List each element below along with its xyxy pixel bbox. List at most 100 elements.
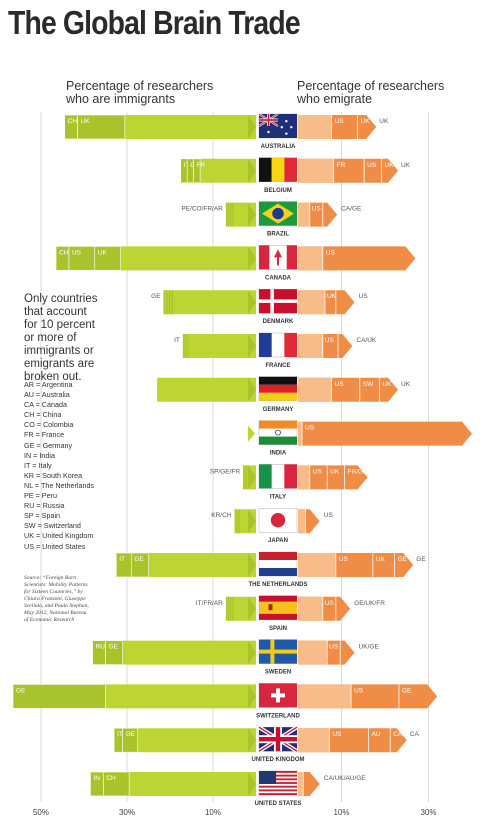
note-line: immigrants or — [24, 345, 94, 357]
segment-label: AU — [371, 731, 380, 738]
flag-part — [284, 333, 297, 357]
segment-label: US — [313, 468, 323, 475]
emigrant-other — [298, 728, 330, 753]
segment-stripe — [166, 290, 168, 315]
immigrant-bar — [157, 377, 256, 402]
emigrant-other — [298, 377, 332, 402]
left-axis-header-line-1: Percentage of researchers — [66, 79, 214, 93]
emigrant-other — [298, 596, 323, 621]
country-name: UNITED STATES — [255, 801, 302, 807]
source-line: Chiara Franzoni, Giuseppe — [24, 596, 86, 602]
emigrant-other — [298, 640, 328, 665]
source-line: Source: “Foreign Born — [24, 575, 77, 581]
abbreviation-item: CO = Colombia — [24, 420, 74, 430]
abbreviation-item: SW = Switzerland — [24, 521, 81, 531]
segment-stripe — [228, 596, 230, 621]
segment-label: CH — [59, 249, 69, 256]
flag-part — [259, 595, 297, 602]
segment-label: GE — [416, 556, 426, 563]
abbreviation-item: AU = Australia — [24, 390, 70, 400]
flag-part — [259, 774, 297, 777]
segment-label: CA — [410, 731, 420, 738]
emigrant-bar — [298, 465, 368, 490]
flag-part — [259, 568, 297, 576]
segment-label: GE — [109, 644, 119, 651]
immigrant-bar-tip — [248, 202, 256, 227]
segment-label: CA — [393, 731, 403, 738]
segment-stripe — [230, 202, 232, 227]
immigrant-bar — [114, 728, 256, 753]
segment-stripe — [247, 465, 249, 490]
segment-label: KR/CH — [211, 512, 232, 519]
segment-stripe — [246, 465, 248, 490]
segment-label: GE/UK/FR — [354, 600, 385, 607]
country-name: BELGIUM — [264, 188, 292, 194]
axis-tick-label: 30% — [119, 808, 135, 817]
immigrant-bar-tip — [248, 596, 256, 621]
segment-label: IT — [184, 162, 190, 169]
country-name: CANADA — [265, 275, 292, 281]
country-name: AUSTRALIA — [261, 144, 296, 150]
country-name: DENMARK — [263, 319, 294, 325]
segment-label: UK — [330, 468, 340, 475]
segment-stripe — [230, 596, 232, 621]
segment-label: US — [325, 600, 335, 607]
segment-label: UK — [382, 381, 392, 388]
immigrant-bar-tip — [248, 640, 256, 665]
immigrant-bar-tip — [248, 377, 256, 402]
flag-part — [268, 604, 273, 611]
segment-stripe — [239, 509, 241, 534]
chart-title: The Global Brain Trade — [8, 4, 301, 41]
flag-part — [259, 376, 297, 385]
segment-label: US — [335, 118, 345, 125]
immigrant-bar-tip — [248, 465, 256, 490]
segment-label: GE — [402, 687, 412, 694]
abbreviation-item: UK = United Kingdom — [24, 531, 94, 541]
note-line: broken out. — [24, 371, 82, 383]
segment-stripe — [186, 334, 187, 358]
country-name: ITALY — [270, 494, 286, 500]
abbreviation-item: SP = Spain — [24, 511, 61, 521]
source-line: of Economic Research — [24, 617, 75, 623]
flag-part — [271, 693, 285, 698]
abbreviation-item: CH = China — [24, 410, 62, 420]
source-line: for Sixteen Countries,” by — [24, 589, 83, 595]
flag-part — [259, 157, 272, 182]
segment-label: FR — [337, 162, 346, 169]
immigrant-bar-tip — [248, 509, 256, 534]
source-line: Scientists: Mobility Patterns — [24, 582, 88, 588]
segment-label: US — [312, 206, 322, 213]
abbreviation-item: IT = Italy — [24, 460, 52, 470]
abbreviation-item: IN = India — [24, 450, 55, 460]
segment-label: US — [367, 162, 377, 169]
segment-stripe — [184, 334, 186, 358]
immigrant-segment — [105, 640, 124, 665]
abbreviation-item: PE = Peru — [24, 491, 57, 501]
segment-stripe — [243, 465, 244, 490]
flag-part — [259, 464, 272, 489]
right-axis-header: Percentage of researchers who emigrate — [297, 80, 444, 106]
right-axis-header-line-1: Percentage of researchers — [297, 79, 445, 93]
left-axis-header-line-2: who are immigrants — [66, 92, 176, 106]
immigrant-segment — [77, 114, 126, 140]
flag-part — [280, 126, 283, 129]
segment-stripe — [237, 509, 239, 534]
country-name: FRANCE — [266, 363, 291, 369]
emigrant-other — [298, 421, 302, 446]
flag-part — [259, 392, 297, 401]
flag-part — [270, 513, 286, 528]
segment-label: IT/FR/AR — [196, 600, 223, 607]
segment-label: UK — [327, 293, 337, 300]
segment-label: US — [335, 381, 345, 388]
flag-part — [259, 778, 297, 781]
segment-label: US — [326, 249, 336, 256]
flag-part — [259, 785, 297, 788]
breakout-note: Only countries that account for 10 percent… — [24, 293, 124, 384]
emigrant-other — [298, 115, 332, 139]
segment-label: RU — [96, 644, 106, 651]
segment-label: UK/GE — [359, 644, 380, 651]
segment-label: UK — [401, 381, 411, 388]
country-name: UNITED KINGDOM — [252, 757, 305, 763]
flag-part — [274, 249, 282, 266]
immigrant-segment — [68, 246, 96, 271]
